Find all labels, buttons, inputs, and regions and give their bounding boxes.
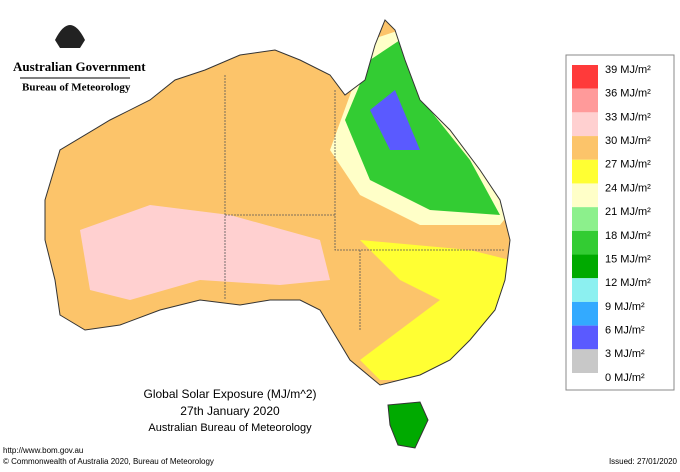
url: http://www.bom.gov.au xyxy=(3,446,83,455)
logo xyxy=(20,25,130,79)
legend-swatch xyxy=(572,65,598,89)
crest xyxy=(55,25,85,48)
legend-label: 0 MJ/m² xyxy=(605,372,645,384)
copyright: © Commonwealth of Australia 2020, Bureau… xyxy=(3,457,214,466)
legend-label: 39 MJ/m² xyxy=(605,64,651,76)
legend-label: 24 MJ/m² xyxy=(605,182,651,194)
legend-label: 15 MJ/m² xyxy=(605,253,651,265)
legend-label: 33 MJ/m² xyxy=(605,111,651,123)
legend-swatch xyxy=(572,349,598,373)
government-title: Australian Government xyxy=(13,59,146,74)
issued-date: Issued: 27/01/2020 xyxy=(609,457,678,466)
legend-label: 6 MJ/m² xyxy=(605,325,645,337)
legend-label: 30 MJ/m² xyxy=(605,135,651,147)
legend-swatch xyxy=(572,159,598,184)
map-title: Global Solar Exposure (MJ/m^2) xyxy=(143,387,316,401)
agency-title: Bureau of Meteorology xyxy=(22,82,131,94)
legend-label: 18 MJ/m² xyxy=(605,230,651,242)
state-borders xyxy=(224,75,505,330)
legend-label: 12 MJ/m² xyxy=(605,277,651,289)
legend-label: 27 MJ/m² xyxy=(605,159,651,171)
pink-region xyxy=(80,205,330,300)
legend-swatch xyxy=(572,183,598,208)
legend-swatch xyxy=(572,278,598,302)
legend-swatch xyxy=(572,301,598,326)
map-date: 27th January 2020 xyxy=(180,404,280,418)
legend-swatch xyxy=(572,207,598,231)
legend-label: 36 MJ/m² xyxy=(605,88,651,100)
legend-label: 21 MJ/m² xyxy=(605,206,651,218)
legend-label: 3 MJ/m² xyxy=(605,348,645,360)
legend-swatch xyxy=(572,254,598,279)
green-region xyxy=(345,40,500,215)
legend-swatch xyxy=(572,112,598,137)
legend-swatch xyxy=(572,325,598,350)
map-source: Australian Bureau of Meteorology xyxy=(148,422,312,434)
legend-label: 9 MJ/m² xyxy=(605,301,645,313)
tasmania xyxy=(387,401,429,449)
legend: 39 MJ/m² 36 MJ/m² 33 MJ/m² 30 MJ/m² 27 MJ/m²… xyxy=(572,64,651,384)
legend-swatch xyxy=(572,136,598,160)
legend-swatch xyxy=(572,230,598,255)
legend-swatch xyxy=(572,88,598,113)
coastline xyxy=(44,19,511,386)
blue-region xyxy=(370,90,420,150)
